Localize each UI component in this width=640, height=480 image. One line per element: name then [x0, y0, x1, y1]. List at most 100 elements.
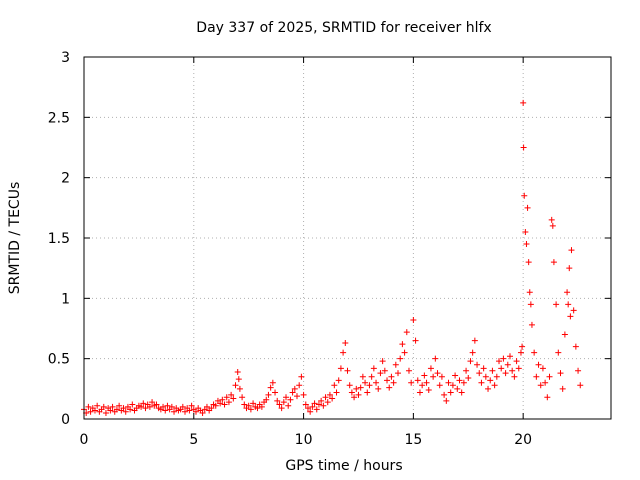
data-point	[331, 382, 338, 389]
data-point	[291, 385, 298, 392]
data-point	[127, 406, 134, 413]
data-point	[535, 361, 542, 368]
data-point	[449, 382, 456, 389]
data-point	[340, 349, 347, 356]
data-point	[549, 222, 556, 229]
data-point	[280, 399, 287, 406]
y-tick-label: 1	[61, 291, 70, 307]
y-tick-label: 2.5	[48, 110, 70, 126]
data-point	[555, 349, 562, 356]
data-point	[370, 365, 377, 372]
data-point	[263, 396, 270, 403]
data-point	[254, 405, 261, 412]
data-point	[219, 396, 226, 403]
x-tick-label: 5	[189, 432, 198, 448]
x-tick-label: 20	[514, 432, 532, 448]
data-point	[526, 289, 533, 296]
data-point	[565, 301, 572, 308]
data-point	[344, 367, 351, 374]
data-point	[441, 391, 448, 398]
data-point	[337, 365, 344, 372]
data-point	[476, 370, 483, 377]
data-point	[384, 377, 391, 384]
data-point	[390, 379, 397, 386]
data-point	[463, 367, 470, 374]
data-point	[346, 382, 353, 389]
data-point	[140, 400, 147, 407]
data-point	[482, 373, 489, 380]
x-axis-label: GPS time / hours	[285, 458, 402, 474]
data-point	[544, 394, 551, 401]
data-point	[575, 367, 582, 374]
data-point	[397, 355, 404, 362]
data-point	[423, 379, 430, 386]
data-point	[561, 331, 568, 338]
data-point	[434, 370, 441, 377]
data-point	[531, 349, 538, 356]
data-point	[285, 402, 292, 409]
data-point	[548, 216, 555, 223]
data-point	[239, 394, 246, 401]
data-point	[550, 259, 557, 266]
data-point	[313, 406, 320, 413]
data-point	[408, 379, 415, 386]
data-point	[315, 401, 322, 408]
data-point	[377, 370, 384, 377]
data-point	[236, 385, 243, 392]
data-point	[456, 377, 463, 384]
data-point	[570, 307, 577, 314]
data-point	[142, 405, 149, 412]
data-point	[506, 353, 513, 360]
data-point	[348, 389, 355, 396]
grid-lines	[84, 57, 611, 419]
data-point	[171, 408, 178, 415]
data-point	[520, 144, 527, 151]
data-point	[320, 402, 327, 409]
data-point	[557, 370, 564, 377]
data-point	[221, 401, 228, 408]
data-point	[228, 391, 235, 398]
data-point	[160, 403, 167, 410]
data-point	[425, 387, 432, 394]
data-point	[567, 313, 574, 320]
data-point	[129, 401, 136, 408]
data-point	[247, 406, 254, 413]
data-point	[107, 407, 114, 414]
data-point	[414, 377, 421, 384]
data-point	[267, 384, 274, 391]
data-point	[278, 405, 285, 412]
data-point	[199, 409, 206, 416]
y-tick-label: 0.5	[48, 352, 70, 368]
data-point	[572, 343, 579, 350]
data-point	[517, 349, 524, 356]
data-point	[542, 379, 549, 386]
data-point	[113, 406, 120, 413]
data-point	[577, 382, 584, 389]
data-point	[298, 373, 305, 380]
data-point	[287, 396, 294, 403]
x-tick-label: 15	[404, 432, 422, 448]
data-point	[234, 368, 241, 375]
data-point	[559, 385, 566, 392]
data-point	[223, 394, 230, 401]
data-point	[568, 247, 575, 254]
data-point	[421, 372, 428, 379]
data-point	[366, 382, 373, 389]
data-point	[333, 389, 340, 396]
data-point	[304, 405, 311, 412]
data-point	[527, 301, 534, 308]
data-point	[164, 402, 171, 409]
data-point	[525, 259, 532, 266]
data-point	[500, 355, 507, 362]
data-point	[491, 382, 498, 389]
data-point	[309, 403, 316, 410]
data-point	[94, 402, 101, 409]
data-point	[335, 377, 342, 384]
data-point	[258, 403, 265, 410]
data-point	[537, 382, 544, 389]
data-point	[469, 349, 476, 356]
data-point	[162, 407, 169, 414]
data-point	[208, 405, 215, 412]
data-point	[225, 399, 232, 406]
data-point	[405, 367, 412, 374]
